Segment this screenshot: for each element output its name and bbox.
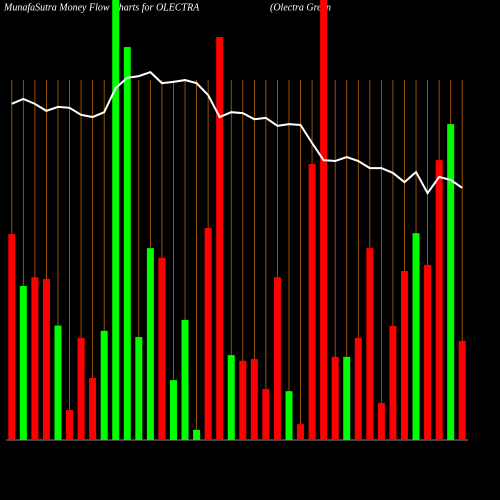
bar (19, 286, 27, 440)
bar (297, 424, 305, 440)
bar (285, 391, 293, 440)
bar (239, 360, 247, 440)
chart-title: MunafaSutra Money Flow Charts for OLECTR… (3, 2, 200, 13)
bar (193, 429, 201, 440)
bar (216, 36, 224, 441)
bar (8, 234, 16, 440)
bar (458, 341, 466, 440)
bar (146, 248, 154, 440)
bar (204, 227, 212, 440)
bar (400, 271, 408, 440)
bar (158, 257, 166, 440)
chart-subtitle: (Olectra Green (270, 2, 331, 13)
bar (343, 356, 351, 440)
bar (181, 319, 189, 440)
bar (320, 0, 328, 440)
bar (100, 330, 108, 440)
bar (262, 388, 270, 440)
bar (135, 337, 143, 440)
bar (424, 264, 432, 440)
bar (389, 326, 397, 440)
bar (435, 160, 443, 440)
bar (331, 356, 339, 440)
bar (112, 0, 120, 440)
price-line (11, 71, 463, 196)
bar (354, 337, 362, 440)
bar (31, 277, 39, 440)
bar (273, 277, 281, 440)
bar (308, 164, 316, 440)
bar (366, 248, 374, 440)
bar (227, 355, 235, 440)
bar (77, 337, 85, 440)
bar (66, 410, 74, 440)
bar (250, 359, 258, 440)
bar (447, 124, 455, 440)
bar (54, 325, 62, 440)
bar (89, 377, 97, 440)
bar (42, 278, 50, 440)
bar (123, 47, 131, 441)
bar (377, 403, 385, 440)
bar (169, 380, 177, 440)
bar (412, 233, 420, 440)
